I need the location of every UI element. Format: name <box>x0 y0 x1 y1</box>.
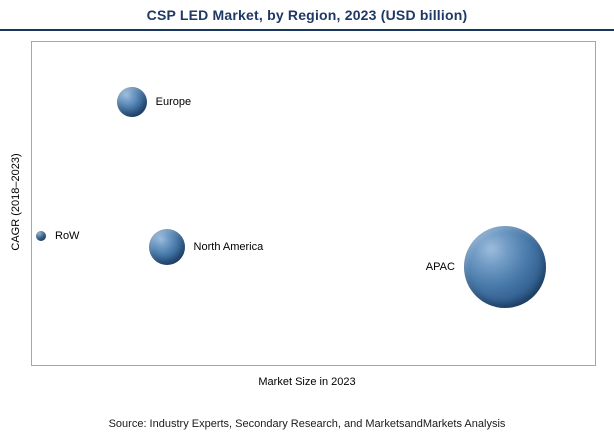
source-text: Source: Industry Experts, Secondary Rese… <box>108 418 506 430</box>
bubble-apac <box>463 226 546 309</box>
bubble-europe <box>116 86 147 117</box>
bubble-label-apac: APAC <box>425 261 455 274</box>
chart-title: CSP LED Market, by Region, 2023 (USD bil… <box>146 6 468 23</box>
x-axis-label: Market Size in 2023 <box>258 376 356 388</box>
chart-header: CSP LED Market, by Region, 2023 (USD bil… <box>0 0 614 31</box>
bubble-north-america <box>148 229 185 266</box>
y-axis-label: CAGR (2018–2023) <box>10 153 22 251</box>
bubble-label-north-america: North America <box>193 241 264 254</box>
plot-area: Europe RoW North America APAC <box>31 41 596 366</box>
bubble-row <box>36 231 46 242</box>
bubble-label-row: RoW <box>55 230 80 243</box>
bubble-label-europe: Europe <box>155 95 192 108</box>
